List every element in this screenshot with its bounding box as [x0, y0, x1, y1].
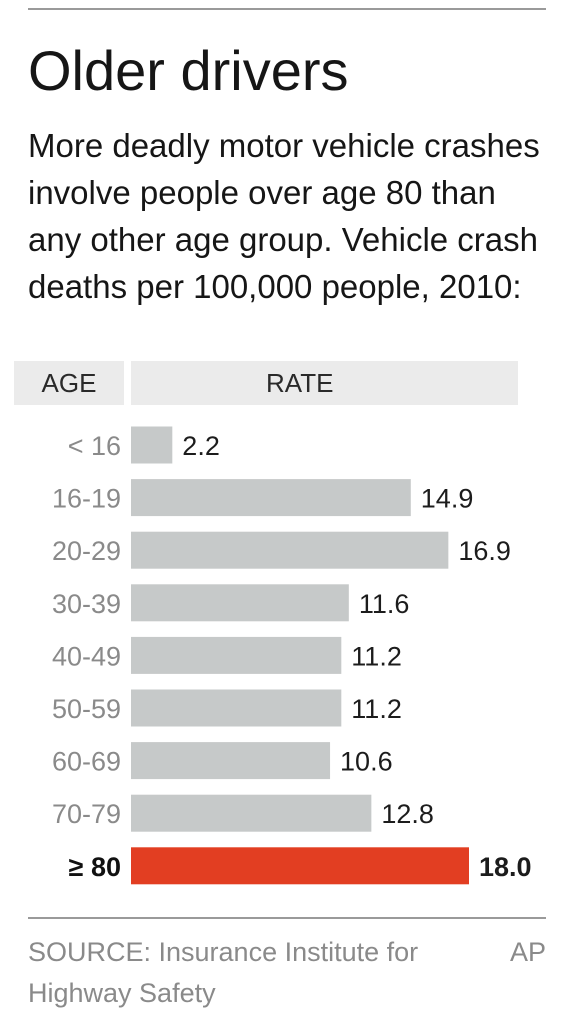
age-label: 40-49 [52, 641, 121, 671]
top-rule [28, 8, 546, 10]
rate-header-label: RATE [266, 368, 334, 398]
age-header-label: AGE [41, 368, 97, 398]
bar-chart: < 16 2.2 16-19 14.9 20-29 16.9 30-39 11.6 40-49 1… [52, 426, 532, 885]
value-label: 2.2 [182, 431, 220, 461]
rate-bar [131, 531, 449, 569]
chart-title: Older drivers [28, 39, 349, 102]
age-label: 70-79 [52, 799, 121, 829]
value-label: 16.9 [458, 536, 511, 566]
age-label: 50-59 [52, 694, 121, 724]
value-label: 11.2 [351, 694, 402, 724]
value-label: 14.9 [421, 484, 474, 514]
rate-bar [131, 636, 342, 674]
rate-bar [131, 689, 342, 727]
rate-bar [131, 742, 331, 780]
age-label: 30-39 [52, 589, 121, 619]
value-label: 12.8 [381, 799, 434, 829]
rate-bar [131, 794, 372, 832]
rate-column-header: RATE [131, 361, 518, 405]
highlight-bar [131, 847, 469, 885]
age-label: 60-69 [52, 747, 121, 777]
value-label: 11.6 [359, 589, 410, 619]
value-label: 18.0 [479, 852, 532, 882]
value-label: 11.2 [351, 641, 402, 671]
chart-subtitle: More deadly motor vehicle crashes involv… [28, 127, 540, 305]
rate-bar [131, 479, 411, 517]
age-column-header: AGE [14, 361, 124, 405]
bottom-rule [28, 917, 546, 919]
age-label: < 16 [68, 431, 121, 461]
rate-bar [131, 426, 173, 464]
agency-credit: AP [509, 937, 546, 967]
age-label: 20-29 [52, 536, 121, 566]
age-label: 16-19 [52, 484, 121, 514]
age-label: ≥ 80 [69, 852, 121, 882]
rate-bar [131, 584, 349, 622]
source-note: SOURCE: Insurance Institute for Highway … [28, 937, 419, 1008]
value-label: 10.6 [340, 747, 393, 777]
